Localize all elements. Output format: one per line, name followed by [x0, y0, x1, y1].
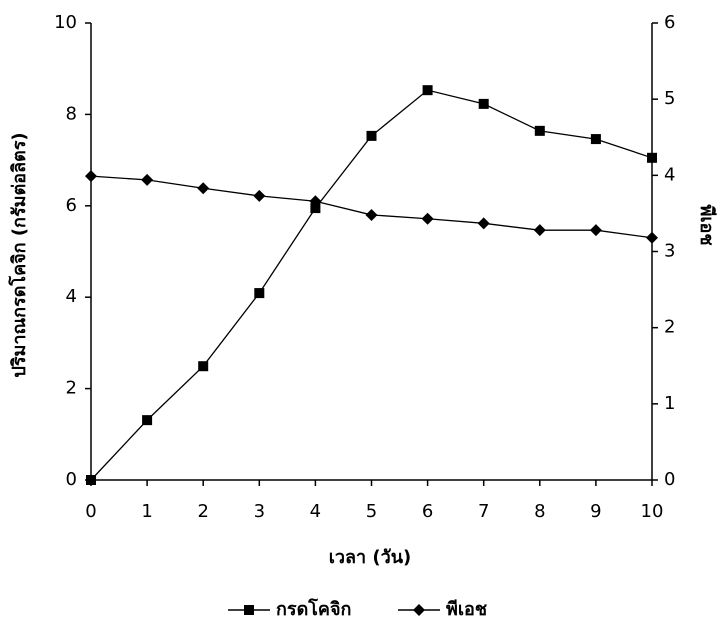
x-tick-label: 2 [197, 501, 208, 522]
marker [85, 170, 97, 183]
y-axis-title: ปริมาณกรดโคจิก (กรัมต่อลิตร) [8, 132, 30, 377]
marker [477, 217, 490, 230]
marker [141, 173, 154, 186]
x-tick-label: 6 [422, 501, 433, 522]
legend-label: พีเอช [446, 599, 487, 620]
marker [254, 288, 265, 299]
marker [142, 415, 153, 426]
y2-tick-label: 6 [664, 12, 675, 33]
marker [413, 604, 425, 616]
x-tick-label: 4 [310, 501, 321, 522]
x-tick-label: 9 [590, 501, 601, 522]
series-line [90, 175, 653, 239]
marker [365, 208, 378, 221]
y-tick-label: 0 [66, 469, 77, 490]
y2-tick-label: 2 [664, 317, 675, 338]
legend-label: กรดโคจิก [276, 598, 351, 620]
y2-tick-label: 4 [664, 164, 675, 185]
y2-tick-label: 0 [664, 469, 675, 490]
y2-axis-title: พีเอช [696, 204, 717, 245]
marker [589, 224, 602, 237]
y-tick-label: 8 [66, 103, 77, 124]
marker [478, 98, 489, 109]
marker [253, 189, 266, 202]
x-tick-label: 10 [641, 501, 664, 522]
x-tick-label: 3 [254, 501, 265, 522]
y2-tick-label: 3 [664, 241, 675, 262]
x-tick-label: 0 [85, 501, 96, 522]
marker [533, 224, 546, 237]
x-tick-label: 5 [366, 501, 377, 522]
marker [309, 195, 322, 208]
y-tick-label: 4 [66, 286, 77, 307]
x-tick-label: 7 [478, 501, 489, 522]
marker [421, 212, 434, 225]
series-line [90, 89, 653, 481]
y2-tick-label: 5 [664, 88, 675, 109]
y-tick-label: 6 [66, 195, 77, 216]
marker [310, 203, 321, 214]
marker [198, 361, 209, 372]
marker [422, 85, 433, 96]
y-tick-label: 10 [54, 12, 77, 33]
y2-tick-label: 1 [664, 393, 675, 414]
marker [197, 182, 210, 195]
marker [590, 134, 601, 145]
marker [534, 125, 545, 136]
x-tick-label: 8 [534, 501, 545, 522]
marker [86, 475, 96, 485]
marker [366, 130, 377, 141]
y-tick-label: 2 [66, 378, 77, 399]
marker [647, 152, 657, 163]
x-tick-label: 1 [141, 501, 152, 522]
marker [244, 605, 254, 615]
x-axis-title: เวลา (วัน) [329, 547, 412, 568]
marker [646, 231, 658, 244]
